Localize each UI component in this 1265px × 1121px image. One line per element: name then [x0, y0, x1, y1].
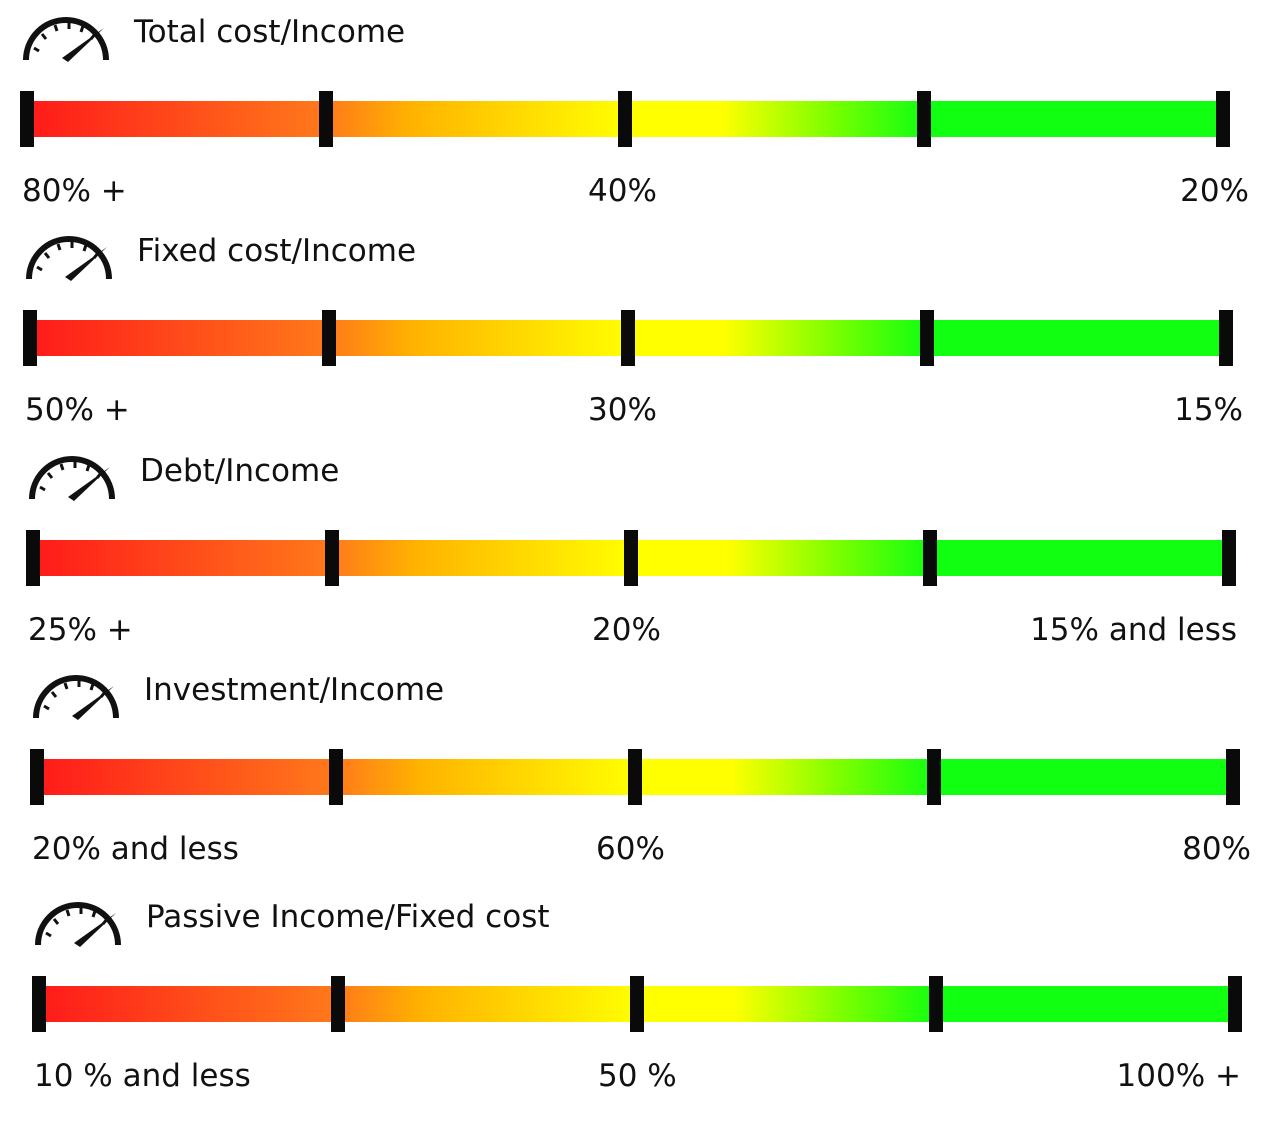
gauge-tick — [20, 91, 34, 147]
speedometer-icon — [33, 675, 119, 720]
gauge-tick — [1219, 310, 1233, 366]
speedometer-icon — [29, 456, 115, 501]
gauge-label-left: 80% + — [22, 173, 127, 209]
speedometer-icon — [35, 902, 121, 947]
gauge-row: Debt/Income 25% + 20% 15% and less — [0, 439, 1265, 648]
gauge-title: Fixed cost/Income — [137, 233, 417, 269]
gauge-tick — [628, 749, 642, 805]
gauge-tick — [929, 976, 943, 1032]
gauge-title: Passive Income/Fixed cost — [146, 899, 550, 935]
gauge-tick — [1222, 530, 1236, 586]
gauge-row: Fixed cost/Income 50% + 30% 15% — [0, 219, 1265, 428]
gauge-tick — [32, 976, 46, 1032]
gauge-tick — [1228, 976, 1242, 1032]
gauge-tick — [923, 530, 937, 586]
gauge-tick — [917, 91, 931, 147]
gauge-tick — [329, 749, 343, 805]
gauge-title: Investment/Income — [144, 672, 445, 708]
gauge-label-left: 10 % and less — [34, 1058, 251, 1094]
gauge-tick — [618, 91, 632, 147]
gauge-label-right: 20% — [1180, 173, 1249, 209]
gauge-tick — [621, 310, 635, 366]
gauge-label-right: 15% — [1174, 392, 1243, 428]
gauge-label-center: 60% — [596, 831, 665, 867]
gauge-row: Investment/Income 20% and less 60% 80% — [0, 658, 1265, 867]
gauge-tick — [1226, 749, 1240, 805]
speedometer-icon — [23, 17, 109, 62]
gauge-row: Passive Income/Fixed cost 10 % and less … — [0, 885, 1265, 1094]
gauge-tick — [920, 310, 934, 366]
gauge-label-center: 30% — [588, 392, 657, 428]
gauge-row: Total cost/Income 80% + 40% 20% — [0, 0, 1265, 209]
gauge-tick — [322, 310, 336, 366]
gauge-label-left: 20% and less — [32, 831, 239, 867]
gauge-label-center: 40% — [588, 173, 657, 209]
gauge-tick — [23, 310, 37, 366]
gauge-title: Debt/Income — [140, 453, 340, 489]
gauge-tick — [1216, 91, 1230, 147]
gauge-title: Total cost/Income — [134, 14, 406, 50]
gauge-tick — [319, 91, 333, 147]
speedometer-icon — [26, 236, 112, 281]
gauge-label-center: 20% — [592, 612, 661, 648]
gauge-label-right: 15% and less — [1030, 612, 1237, 648]
gauge-label-right: 80% — [1182, 831, 1251, 867]
gauge-label-center: 50 % — [598, 1058, 677, 1094]
gauge-tick — [30, 749, 44, 805]
gauge-label-left: 50% + — [25, 392, 130, 428]
gauge-tick — [331, 976, 345, 1032]
gauge-tick — [630, 976, 644, 1032]
gauge-label-right: 100% + — [1116, 1058, 1241, 1094]
gauge-tick — [325, 530, 339, 586]
gauge-tick — [927, 749, 941, 805]
gauge-tick — [26, 530, 40, 586]
gauge-label-left: 25% + — [28, 612, 133, 648]
gauge-tick — [624, 530, 638, 586]
